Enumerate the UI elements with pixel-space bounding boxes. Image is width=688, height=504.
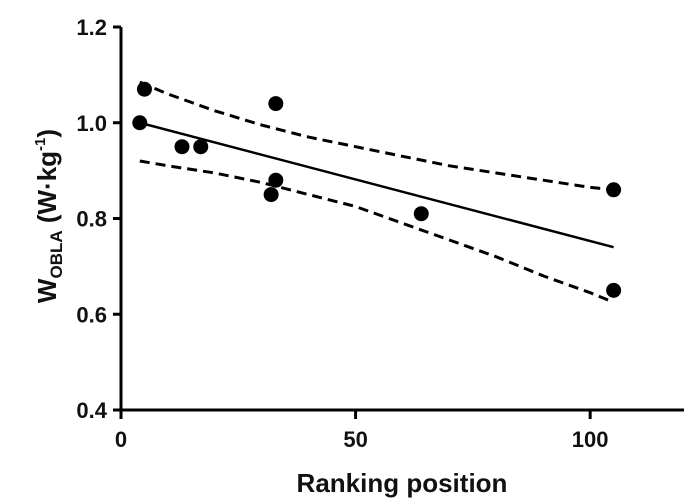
data-point xyxy=(193,139,209,155)
data-point xyxy=(268,96,284,112)
data-points xyxy=(132,81,622,298)
data-point xyxy=(132,115,148,131)
data-point xyxy=(174,139,190,155)
data-point xyxy=(263,187,279,203)
y-tick-label: 0.8 xyxy=(76,207,107,232)
data-point xyxy=(268,172,284,188)
x-tick-label: 50 xyxy=(343,427,367,452)
upper-confidence-band xyxy=(139,80,614,192)
regression-line xyxy=(139,121,614,249)
x-axis-title: Ranking position xyxy=(297,468,508,498)
y-axis-title-unit-suffix: ) xyxy=(32,129,62,138)
y-tick-label: 1.0 xyxy=(76,111,107,136)
data-point xyxy=(413,206,429,222)
confidence-bands xyxy=(139,80,615,304)
data-point xyxy=(606,282,622,298)
svg-text:WOBLA (W·kg-1): WOBLA (W·kg-1) xyxy=(32,129,66,303)
y-axis-title: WOBLA (W·kg-1) xyxy=(32,129,66,303)
y-axis-title-main: W xyxy=(32,278,62,303)
data-point xyxy=(606,182,622,198)
ticks: 0.4 0.6 0.8 1.0 1.2 0 50 100 xyxy=(76,15,608,452)
axes xyxy=(119,27,684,412)
y-tick-label: 1.2 xyxy=(76,15,107,40)
x-tick-label: 100 xyxy=(572,427,609,452)
lower-confidence-band xyxy=(139,159,615,304)
y-axis-title-unit-superscript: -1 xyxy=(32,138,49,151)
y-axis-title-subscript: OBLA xyxy=(47,230,66,278)
y-tick-label: 0.4 xyxy=(76,398,107,423)
y-tick-label: 0.6 xyxy=(76,302,107,327)
data-point xyxy=(136,81,152,97)
y-axis-title-unit-prefix: (W·kg xyxy=(32,151,62,230)
x-tick-label: 0 xyxy=(115,427,127,452)
regression-fit xyxy=(139,121,614,249)
